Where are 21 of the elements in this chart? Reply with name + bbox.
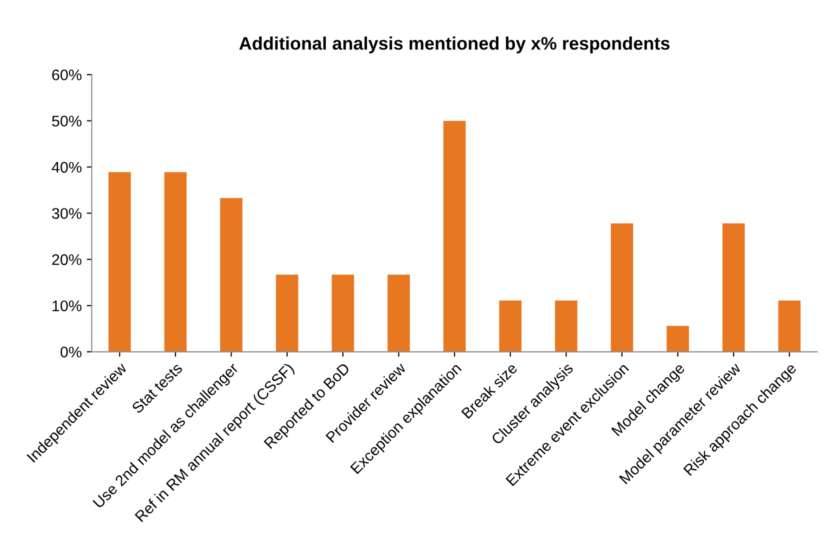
bar	[276, 274, 298, 352]
y-tick-label: 0%	[60, 346, 82, 358]
bar	[722, 223, 745, 352]
y-tick-label: 50%	[52, 116, 82, 126]
bar	[610, 223, 634, 352]
bar	[388, 274, 410, 352]
bar	[778, 300, 801, 352]
y-tick-label: 40%	[52, 162, 82, 173]
bar	[554, 300, 578, 352]
bar	[666, 326, 689, 352]
y-tick-label: 10%	[52, 300, 82, 312]
bar	[332, 274, 354, 352]
bar	[108, 172, 131, 352]
bar	[220, 198, 242, 352]
bar	[443, 120, 466, 352]
chart-title: Additional analysis mentioned by x% respondents	[239, 36, 670, 54]
y-tick-label: 30%	[52, 208, 82, 219]
y-tick-label: 20%	[52, 254, 82, 266]
bar	[164, 172, 187, 352]
bar	[499, 300, 522, 352]
y-tick-label: 60%	[52, 69, 82, 80]
